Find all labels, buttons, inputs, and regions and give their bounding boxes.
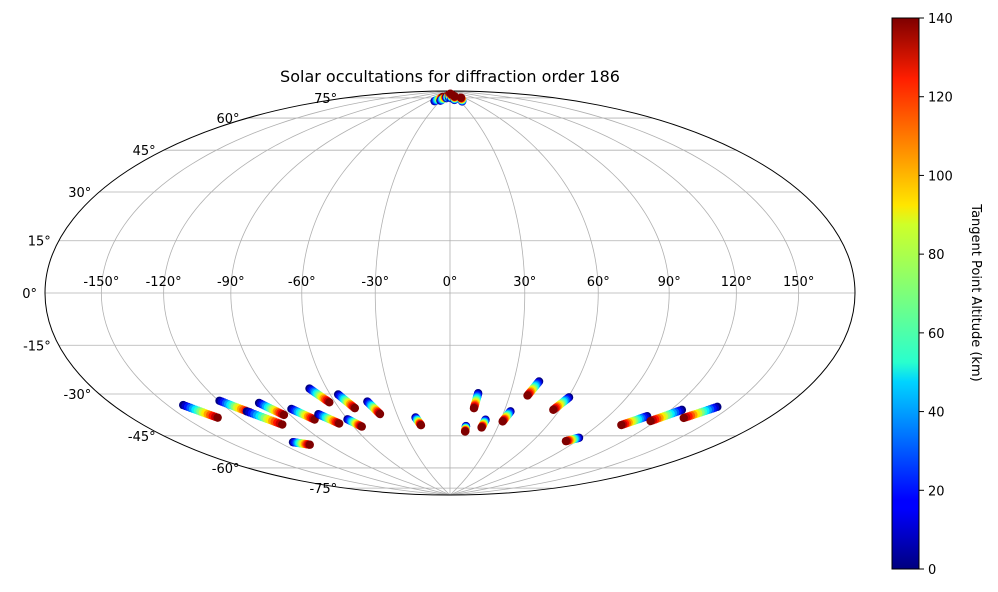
colorbar-gradient [891,17,920,570]
longitude-gridline [301,91,451,495]
colorbar-tick-label: 80 [928,248,945,263]
occultation-point [498,417,507,426]
occultation-track [288,437,314,449]
chart-title: Solar occultations for diffraction order… [280,67,620,86]
occultation-point [375,409,385,419]
colorbar-ticks: 0 20 40 60 80 100 120 140 [919,12,953,578]
occultation-track [254,398,289,420]
occultation-point [450,92,459,101]
longitude-tick-label: 120° [721,275,752,290]
occultation-track [287,404,319,424]
occultation-point [549,405,558,414]
longitude-gridline [449,91,599,495]
latitude-tick-label: -30° [64,388,92,403]
colorbar-tick-label: 40 [928,406,945,421]
occultation-track [679,402,722,423]
latitude-tick-label: 60° [216,112,239,127]
occultation-track [179,400,222,422]
longitude-gridline [449,91,800,495]
occultation-track [305,384,334,407]
latitude-tick-label: -75° [309,482,337,497]
longitude-tick-label: 90° [658,275,681,290]
longitude-tick-label: -120° [146,275,182,290]
colorbar-tick-label: 140 [928,12,953,27]
occultation-track [460,421,471,436]
longitude-tick-label: 150° [783,275,814,290]
occultation-point [213,413,222,422]
longitude-tick-label: -60° [288,275,316,290]
occultation-point [469,404,479,413]
occultation-track [646,405,687,426]
occultation-point [278,420,287,429]
occultation-point [460,427,470,436]
occultation-point [416,421,426,430]
longitude-tick-labels: -150° -120° -90° -60° -30° 0° 30° 60° 90° 120° 150… [83,275,814,290]
longitude-gridline [449,91,526,495]
occultation-point [305,440,314,449]
longitude-tick-label: -30° [361,275,389,290]
occultation-track [242,407,287,429]
latitude-tick-label: 0° [22,287,37,302]
longitude-tick-label: -150° [83,275,119,290]
occultation-point [325,398,334,407]
graticule [45,91,855,495]
longitude-gridline [374,91,451,495]
latitude-tick-label: 15° [28,235,51,250]
occultation-point [357,422,366,431]
occultation-track [523,377,544,400]
colorbar-tick-label: 120 [928,91,953,106]
occultation-point [279,410,289,420]
occultation-track [549,393,574,414]
occultation-track [450,92,459,105]
latitude-tick-labels: 75° 60° 45° 30° 15° 0° -15° -30° -45° -60° -75° [22,92,337,497]
colorbar-tick-label: 60 [928,327,945,342]
occultation-track [469,389,483,413]
occultation-point [334,419,344,428]
occultation-point [679,413,688,423]
latitude-tick-label: -15° [23,339,51,354]
occultation-point [350,403,360,413]
colorbar: 0 20 40 60 80 100 120 140 Tangent Point Altitud… [891,12,983,578]
occultation-point [646,416,655,426]
longitude-gridline [449,91,737,495]
colorbar-tick-label: 0 [928,563,936,578]
occultation-points [179,89,722,449]
longitude-tick-label: 0° [443,275,458,290]
occultation-point [477,423,486,432]
colorbar-tick-label: 100 [928,169,953,184]
occultation-point [617,420,626,430]
longitude-gridline [163,91,451,495]
occultation-track [363,397,385,419]
occultation-track [561,433,584,446]
occultation-track [333,390,360,413]
longitude-tick-label: 30° [513,275,536,290]
longitude-tick-label: 60° [587,275,610,290]
occultation-track [314,409,344,428]
latitude-tick-label: 30° [68,186,91,201]
occultation-point [561,436,571,446]
occultation-track [498,407,515,426]
occultation-point [456,93,466,102]
occultation-track [617,412,652,430]
colorbar-label: Tangent Point Altitude (km) [968,203,983,381]
latitude-tick-label: 45° [133,144,156,159]
occultation-point [523,391,532,400]
longitude-tick-label: -90° [217,275,245,290]
latitude-tick-label: 75° [314,92,337,107]
occultation-track [411,413,426,430]
longitude-gridline [230,91,451,495]
occultation-track [343,415,366,431]
latitude-tick-label: -45° [128,430,156,445]
longitude-gridline [100,91,451,495]
latitude-tick-label: -60° [212,462,240,477]
occultation-track [456,93,467,106]
colorbar-tick-label: 20 [928,484,945,499]
occultation-track [477,415,490,432]
